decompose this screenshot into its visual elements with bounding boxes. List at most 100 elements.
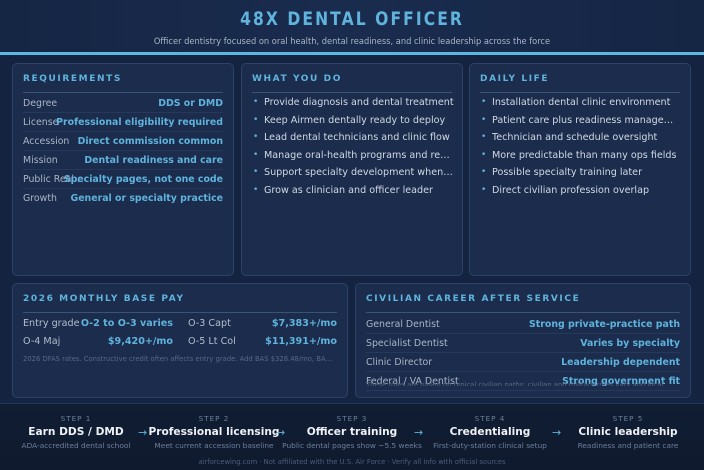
daily-life-list: • Installation dental clinic environment … — [480, 97, 682, 203]
card-divider — [366, 312, 680, 313]
step-name: Credentialing — [449, 426, 531, 438]
requirement-row: Degree DDS or DMD — [23, 94, 223, 113]
civilian-role: Specialist Dentist — [366, 338, 448, 349]
list-item: • Technician and schedule oversight — [481, 132, 658, 144]
what-you-do-card: WHAT YOU DO • Provide diagnosis and denta… — [241, 63, 463, 276]
bullet-icon: • — [481, 114, 487, 125]
bullet-icon: • — [481, 184, 487, 195]
list-item: • Keep Airmen dentally ready to deploy — [253, 114, 446, 126]
step-description: Meet current accession baseline — [154, 441, 274, 450]
bullet-icon: • — [253, 149, 259, 160]
header-accent-divider — [0, 52, 704, 55]
requirement-label: Degree — [23, 98, 58, 109]
career-steps-bar: STEP 1 Earn DDS / DMD ADA-accredited den… — [0, 403, 704, 470]
card-divider — [252, 92, 452, 93]
bullet-icon: • — [253, 184, 259, 195]
bullet-icon: • — [481, 149, 487, 160]
list-item: • Installation dental clinic environment — [481, 97, 671, 108]
pay-footnote: 2026 DFAS rates. Constructive credit oft… — [23, 355, 337, 363]
pay-value: $9,420+/mo — [107, 336, 173, 347]
daily-life-card: DAILY LIFE • Installation dental clinic e… — [469, 63, 691, 276]
requirement-row: Accession Direct commission common — [23, 132, 223, 151]
pay-label: O-5 Lt Col — [188, 336, 236, 347]
requirement-label: License — [23, 117, 59, 128]
bullet-icon: • — [481, 132, 487, 143]
bullet-icon: • — [253, 97, 259, 107]
civilian-outlook: Strong government fit — [562, 376, 680, 387]
civilian-outlook: Leadership dependent — [561, 357, 680, 368]
step-number: STEP 3 — [336, 414, 368, 423]
civilian-career-card: CIVILIAN CAREER AFTER SERVICE General De… — [355, 283, 691, 398]
civilian-career-title: CIVILIAN CAREER AFTER SERVICE — [366, 294, 581, 304]
step-description: Readiness and patient care — [577, 441, 679, 450]
list-item: • Possible specialty training later — [481, 167, 643, 179]
arrow-right-icon: → — [276, 426, 286, 439]
footer-disclaimer: airforcewing.com · Not affiliated with t… — [198, 458, 506, 466]
civilian-role: General Dentist — [366, 319, 440, 330]
list-item: • Manage oral-health programs and readi..… — [253, 149, 454, 161]
step-description: ADA-accredited dental school — [21, 441, 131, 450]
page-header: 48X DENTAL OFFICER Officer dentistry foc… — [0, 0, 704, 52]
civilian-footnote: These roles are based on typical civilia… — [366, 381, 670, 386]
requirement-label: Mission — [23, 155, 58, 166]
pay-value: O-2 to O-3 varies — [80, 318, 173, 329]
requirement-value: Professional eligibility required — [56, 117, 223, 128]
pay-label: Entry grade — [23, 318, 80, 329]
page-title: 48X DENTAL OFFICER — [240, 8, 464, 30]
step-description: Public dental pages show ~5.5 weeks — [282, 441, 422, 450]
requirement-label: Accession — [23, 136, 70, 147]
pay-label: O-4 Maj — [23, 336, 61, 347]
pay-row: Entry grade O-2 to O-3 varies O-3 Capt $… — [23, 318, 337, 336]
step-2: STEP 2 Professional licensing Meet curre… — [144, 414, 284, 450]
list-item: • More predictable than many ops fields — [481, 149, 677, 161]
arrow-right-icon: → — [414, 426, 424, 439]
bullet-icon: • — [253, 132, 259, 143]
bullet-icon: • — [481, 97, 487, 107]
step-5: STEP 5 Clinic leadership Readiness and p… — [558, 414, 698, 450]
card-divider — [480, 92, 680, 93]
step-number: STEP 4 — [474, 414, 506, 423]
civilian-row: Specialist Dentist Varies by specialty — [366, 334, 680, 353]
step-number: STEP 2 — [198, 414, 230, 423]
step-name: Officer training — [306, 426, 398, 438]
bullet-icon: • — [481, 167, 487, 178]
civilian-row: General Dentist Strong private-practice … — [366, 315, 680, 334]
list-item: • Direct civilian profession overlap — [481, 184, 650, 196]
requirement-label: Growth — [23, 193, 57, 204]
requirement-value: DDS or DMD — [158, 98, 223, 109]
card-divider — [23, 312, 337, 313]
step-3: STEP 3 Officer training Public dental pa… — [282, 414, 422, 450]
arrow-right-icon: → — [552, 426, 562, 439]
bullet-icon: • — [253, 114, 259, 125]
list-item: • Patient care plus readiness management — [481, 114, 682, 126]
requirements-title: REQUIREMENTS — [23, 74, 122, 84]
pay-label: O-3 Capt — [188, 318, 231, 329]
requirements-card: REQUIREMENTS Degree DDS or DMD License P… — [12, 63, 234, 276]
list-item: • Provide diagnosis and dental treatment — [253, 97, 454, 108]
civilian-row: Clinic Director Leadership dependent — [366, 353, 680, 372]
civilian-role: Federal / VA Dentist — [366, 376, 459, 387]
step-name: Professional licensing — [148, 426, 280, 438]
step-description: First-duty-station clinical setup — [433, 441, 547, 450]
arrow-right-icon: → — [138, 426, 148, 439]
civilian-outlook: Strong private-practice path — [529, 319, 680, 330]
requirement-row: Mission Dental readiness and care — [23, 151, 223, 170]
requirement-value: Direct commission common — [77, 136, 223, 147]
list-item: • Support specialty development when se..… — [253, 167, 454, 179]
step-1: STEP 1 Earn DDS / DMD ADA-accredited den… — [6, 414, 146, 450]
what-you-do-title: WHAT YOU DO — [252, 74, 343, 84]
civilian-row: Federal / VA Dentist Strong government f… — [366, 372, 680, 391]
what-you-do-list: • Provide diagnosis and dental treatment … — [252, 97, 454, 203]
daily-life-title: DAILY LIFE — [480, 74, 550, 84]
page-subtitle: Officer dentistry focused on oral health… — [153, 37, 551, 47]
requirement-value: Dental readiness and care — [84, 155, 223, 166]
monthly-pay-title: 2026 MONTHLY BASE PAY — [23, 294, 185, 304]
pay-row: O-4 Maj $9,420+/mo O-5 Lt Col $11,391+/m… — [23, 336, 337, 354]
requirement-value: General or specialty practice — [70, 193, 224, 204]
step-name: Clinic leadership — [578, 426, 678, 438]
step-name: Earn DDS / DMD — [28, 426, 124, 438]
list-item: • Lead dental technicians and clinic flow — [253, 132, 450, 144]
list-item: • Grow as clinician and officer leader — [253, 184, 433, 196]
step-number: STEP 5 — [612, 414, 644, 423]
requirement-row: Public Real... Specialty pages, not one … — [23, 170, 223, 189]
